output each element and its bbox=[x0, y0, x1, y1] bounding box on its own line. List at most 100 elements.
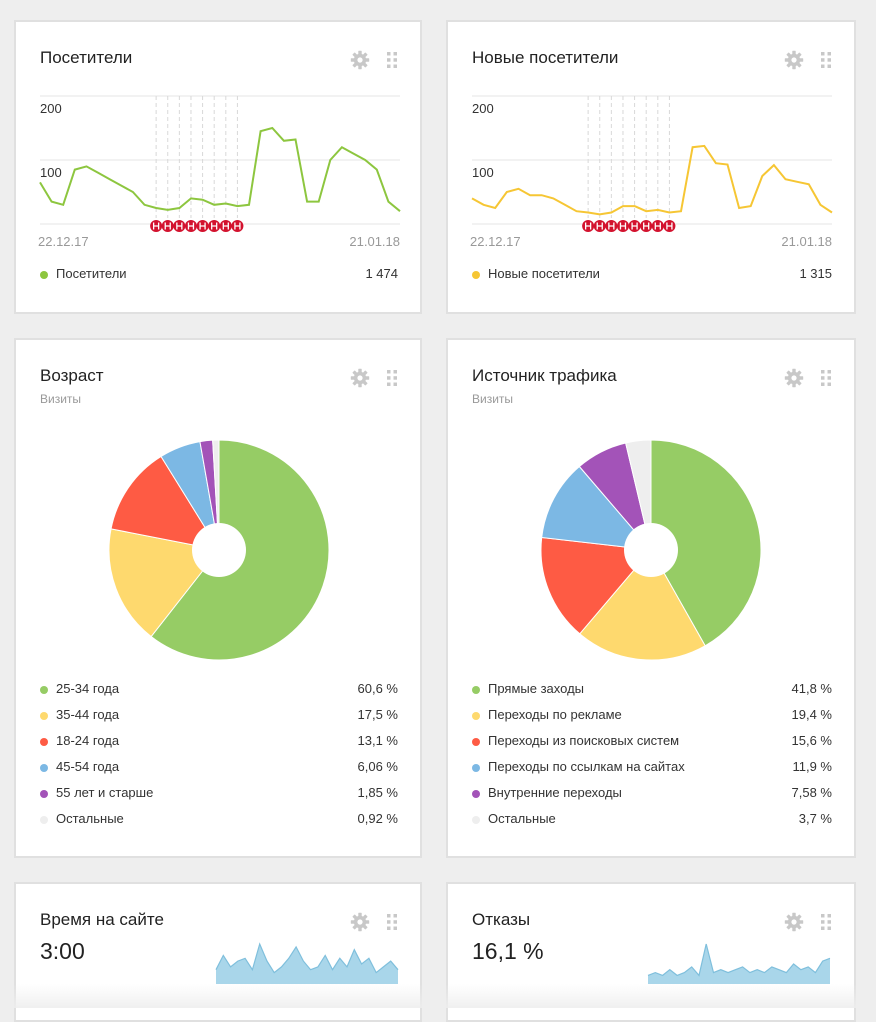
legend-dot bbox=[40, 816, 48, 824]
pie-slice[interactable] bbox=[625, 439, 652, 551]
legend-label: Остальные bbox=[488, 811, 556, 826]
legend-item[interactable]: Переходы из поисковых систем 15,6 % bbox=[472, 732, 832, 758]
legend-value: 11,9 % bbox=[792, 759, 832, 774]
widget-title: Источник трафика bbox=[472, 366, 617, 385]
holiday-markers bbox=[150, 96, 244, 232]
y-tick-100: 100 bbox=[472, 165, 494, 180]
sparkline-line bbox=[215, 942, 399, 974]
age-pie-chart bbox=[108, 439, 330, 661]
pie-slice[interactable] bbox=[540, 536, 652, 635]
bounces-sparkline bbox=[647, 943, 831, 984]
new-visitors-series-line bbox=[471, 144, 833, 216]
y-tick-200: 200 bbox=[472, 101, 494, 116]
legend-item[interactable]: 35-44 года 17,5 % bbox=[40, 706, 398, 732]
gear-icon[interactable] bbox=[350, 912, 370, 932]
legend-label: Прямые заходы bbox=[488, 681, 585, 696]
time-on-site-widget: Время на сайте 3:00 bbox=[14, 882, 422, 1022]
drag-handle-icon[interactable] bbox=[386, 51, 398, 69]
legend-label: Внутренние переходы bbox=[488, 785, 622, 800]
drag-handle-icon[interactable] bbox=[386, 369, 398, 387]
legend-value: 19,4 % bbox=[791, 707, 832, 722]
legend-item[interactable]: 25-34 года 60,6 % bbox=[40, 680, 398, 706]
widget-title: Посетители bbox=[40, 48, 133, 67]
gear-icon[interactable] bbox=[784, 50, 804, 70]
new-visitors-line-chart: 200 100 22.12.17 21.01.18 bbox=[470, 95, 833, 249]
legend-item[interactable]: Новые посетители 1 315 bbox=[472, 265, 832, 291]
legend-dot bbox=[472, 738, 480, 746]
legend-value: 15,6 % bbox=[791, 733, 832, 748]
legend-label: Переходы из поисковых систем bbox=[488, 733, 680, 748]
visitors-series-line bbox=[39, 126, 401, 212]
holiday-glyph bbox=[608, 222, 615, 230]
legend-label: 35-44 года bbox=[56, 707, 120, 722]
gear-icon[interactable] bbox=[350, 368, 370, 388]
legend-label: Посетители bbox=[56, 266, 127, 281]
holiday-glyph bbox=[187, 222, 195, 230]
legend-dot bbox=[40, 712, 48, 720]
legend-value: 1 474 bbox=[365, 266, 398, 281]
legend-item[interactable]: Остальные 3,7 % bbox=[472, 810, 832, 836]
widget-title: Время на сайте bbox=[40, 910, 164, 929]
bounces-widget: Отказы 16,1 % bbox=[446, 882, 856, 1022]
gear-icon[interactable] bbox=[784, 368, 804, 388]
traffic-pie-chart bbox=[540, 439, 762, 661]
legend-label: 45-54 года bbox=[56, 759, 120, 774]
widget-subtitle: Визиты bbox=[40, 392, 82, 406]
drag-handle-icon[interactable] bbox=[820, 51, 832, 69]
drag-handle-icon[interactable] bbox=[820, 369, 832, 387]
sparkline-area bbox=[648, 944, 830, 984]
legend-value: 13,1 % bbox=[357, 733, 398, 748]
legend-dot bbox=[40, 686, 48, 694]
legend-dot bbox=[472, 686, 480, 694]
y-tick-200: 200 bbox=[40, 101, 62, 116]
legend-item[interactable]: Остальные 0,92 % bbox=[40, 810, 398, 836]
holiday-glyph bbox=[654, 222, 661, 230]
pie-hole bbox=[192, 523, 246, 577]
pie-slice[interactable] bbox=[212, 439, 220, 551]
bounce-rate-value: 16,1 % bbox=[472, 938, 544, 964]
legend-item[interactable]: 55 лет и старше 1,85 % bbox=[40, 784, 398, 810]
pie-slice[interactable] bbox=[110, 455, 221, 551]
legend-item[interactable]: Посетители 1 474 bbox=[40, 265, 398, 291]
holiday-glyph bbox=[199, 222, 206, 230]
legend-label: 18-24 года bbox=[56, 733, 120, 748]
holiday-glyph bbox=[666, 222, 673, 230]
legend-value: 60,6 % bbox=[357, 681, 398, 696]
legend-item[interactable]: Прямые заходы 41,8 % bbox=[472, 680, 832, 706]
legend-label: 25-34 года bbox=[56, 681, 120, 696]
gear-icon[interactable] bbox=[350, 50, 370, 70]
time-on-site-value: 3:00 bbox=[40, 938, 85, 964]
gear-icon[interactable] bbox=[784, 912, 804, 932]
legend-dot bbox=[472, 712, 480, 720]
holiday-glyph bbox=[619, 222, 627, 230]
legend-value: 6,06 % bbox=[357, 759, 398, 774]
legend-label: Новые посетители bbox=[488, 266, 600, 281]
legend-value: 3,7 % bbox=[798, 811, 832, 826]
legend-item[interactable]: Переходы по рекламе 19,4 % bbox=[472, 706, 832, 732]
pie-slice[interactable] bbox=[650, 439, 762, 647]
legend-item[interactable]: Внутренние переходы 7,58 % bbox=[472, 784, 832, 810]
pie-slice[interactable] bbox=[108, 528, 220, 638]
drag-handle-icon[interactable] bbox=[820, 913, 832, 931]
x-tick-end: 21.01.18 bbox=[781, 234, 832, 249]
legend-label: Переходы по ссылкам на сайтах bbox=[488, 759, 685, 774]
x-tick-start: 22.12.17 bbox=[38, 234, 89, 249]
legend-label: 55 лет и старше bbox=[56, 785, 154, 800]
legend-value: 1,85 % bbox=[357, 785, 398, 800]
sparkline-area bbox=[216, 944, 398, 984]
legend-label: Остальные bbox=[56, 811, 124, 826]
legend-dot bbox=[40, 790, 48, 798]
drag-handle-icon[interactable] bbox=[386, 913, 398, 931]
legend-dot bbox=[472, 816, 480, 824]
holiday-glyph bbox=[176, 222, 183, 230]
legend-dot bbox=[472, 790, 480, 798]
legend-item[interactable]: Переходы по ссылкам на сайтах 11,9 % bbox=[472, 758, 832, 784]
pie-slice[interactable] bbox=[579, 549, 706, 661]
holiday-glyph bbox=[211, 222, 218, 230]
holiday-markers bbox=[582, 96, 676, 232]
legend-item[interactable]: 18-24 года 13,1 % bbox=[40, 732, 398, 758]
pie-slice[interactable] bbox=[541, 465, 653, 551]
legend-item[interactable]: 45-54 года 6,06 % bbox=[40, 758, 398, 784]
x-tick-end: 21.01.18 bbox=[349, 234, 400, 249]
x-tick-start: 22.12.17 bbox=[470, 234, 521, 249]
